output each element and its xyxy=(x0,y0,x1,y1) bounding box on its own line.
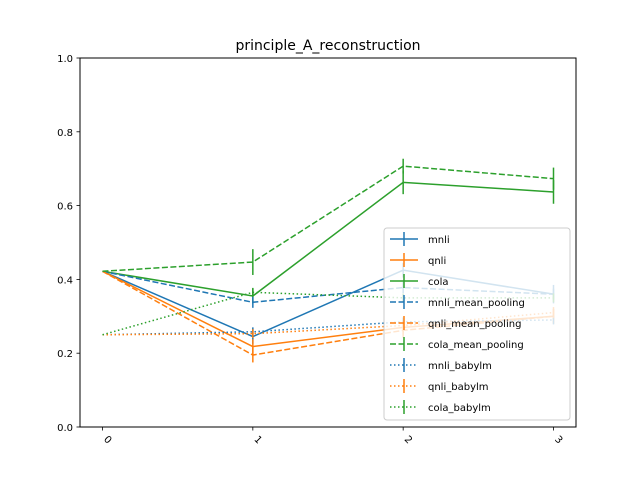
y-tick-label: 0.4 xyxy=(57,275,73,286)
plot-frame xyxy=(79,57,577,428)
y-tick-label: 0.0 xyxy=(57,423,73,434)
y-tick-label: 1.0 xyxy=(57,54,73,65)
legend-box xyxy=(383,227,571,421)
chart-title: principle_A_reconstruction xyxy=(235,38,420,54)
series-line xyxy=(102,181,554,297)
legend-label: mnli xyxy=(428,235,450,246)
series-cola_mean_pooling xyxy=(102,158,555,275)
legend-label: mnli_mean_pooling xyxy=(428,298,525,309)
series-line xyxy=(102,165,554,273)
legend-label: mnli_babylm xyxy=(428,361,492,372)
legend-label: cola_mean_pooling xyxy=(428,340,524,351)
y-axis: 0.0 0.2 0.4 0.6 0.8 1.0 xyxy=(57,54,80,434)
legend-label: cola xyxy=(428,277,449,288)
legend-label: qnli_mean_pooling xyxy=(428,319,521,330)
legend: mnli qnli cola mnli_mean_pooling qnli_mean_p… xyxy=(383,227,571,421)
legend-label: cola_babylm xyxy=(428,403,491,414)
y-tick-label: 0.2 xyxy=(57,349,73,360)
y-tick-label: 0.6 xyxy=(57,202,73,213)
y-tick-label: 0.8 xyxy=(57,128,73,139)
legend-label: qnli_babylm xyxy=(428,382,489,393)
legend-label: qnli xyxy=(428,256,446,267)
